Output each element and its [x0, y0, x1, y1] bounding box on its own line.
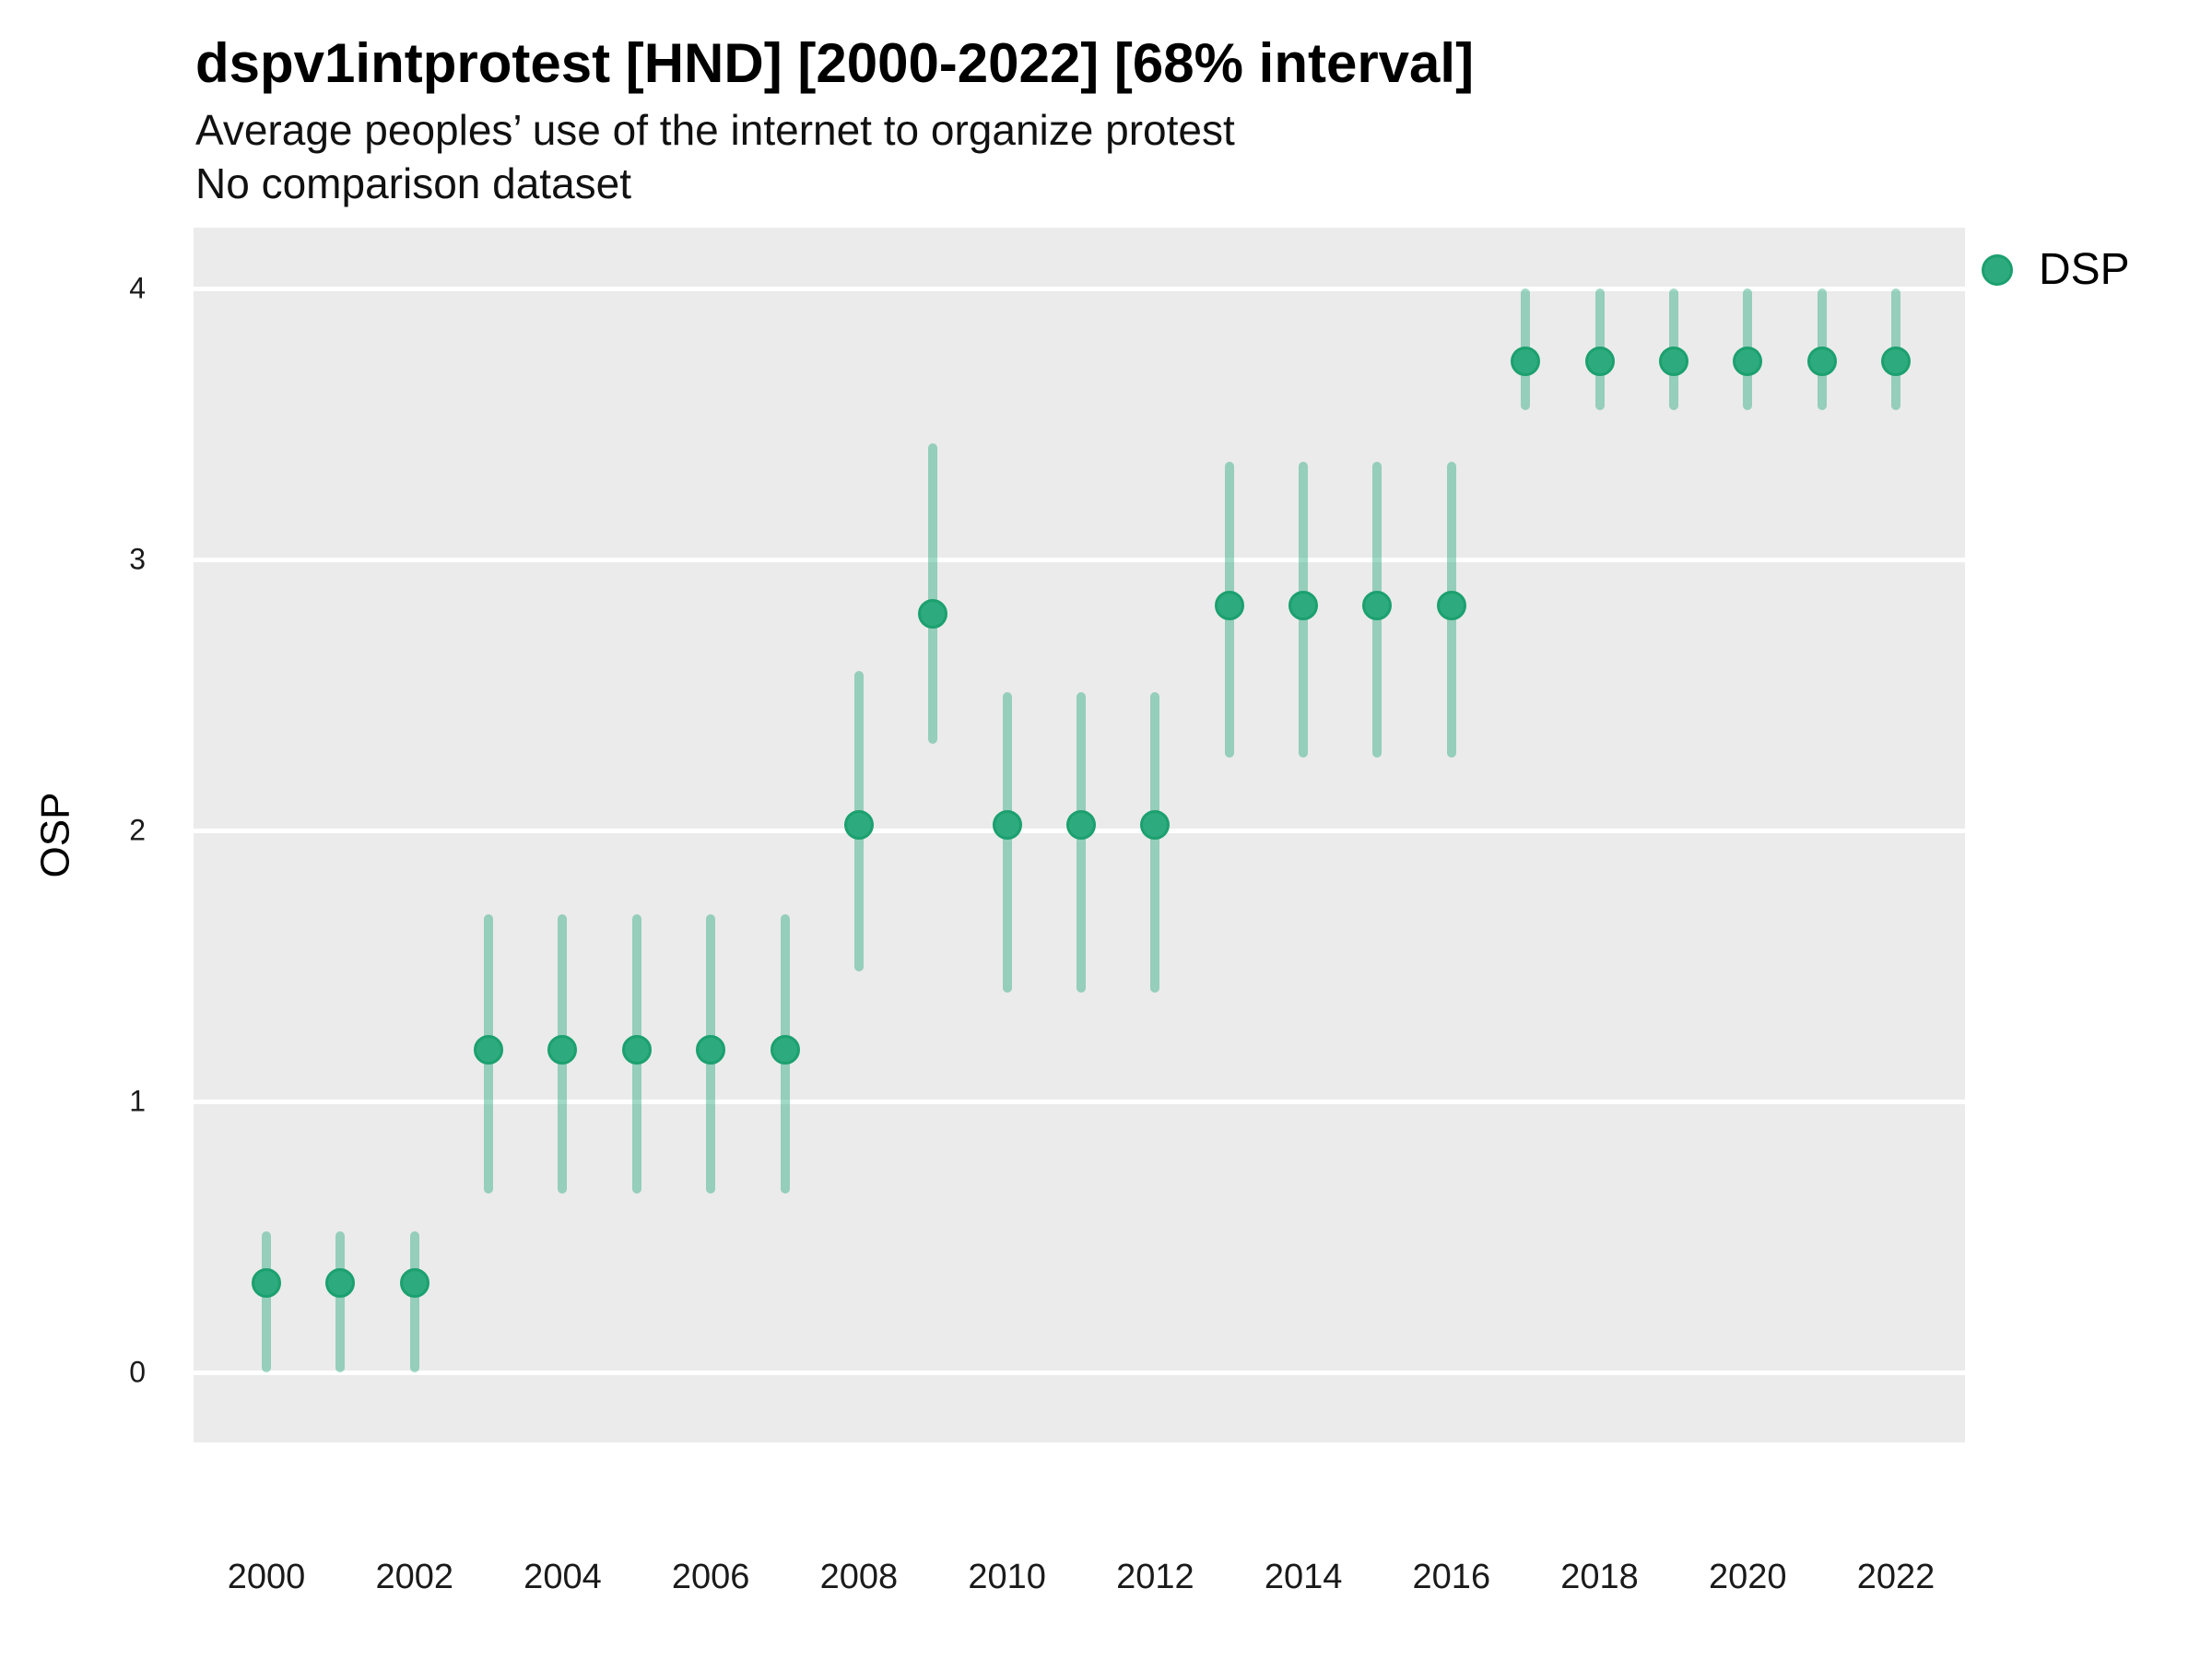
- data-point-2007: [770, 1035, 800, 1065]
- gridline-y-0: [194, 1370, 1965, 1375]
- gridline-y-3: [194, 557, 1965, 562]
- data-point-2001: [325, 1267, 356, 1298]
- y-tick-label-3: 3: [129, 542, 146, 576]
- data-point-2003: [474, 1035, 504, 1065]
- x-tick-label-2004: 2004: [524, 1558, 602, 1596]
- chart-note: No comparison dataset: [195, 159, 632, 207]
- x-tick-label-2008: 2008: [819, 1558, 899, 1596]
- x-tick-label-2016: 2016: [1412, 1558, 1491, 1596]
- legend-label: DSP: [2039, 245, 2130, 294]
- data-point-2009: [918, 598, 948, 629]
- chart-title: dspv1intprotest [HND] [2000-2022] [68% i…: [195, 32, 1475, 94]
- y-tick-label-4: 4: [129, 271, 146, 305]
- gridline-y-4: [194, 286, 1965, 291]
- plot-panel: [194, 228, 1965, 1442]
- data-point-2012: [1140, 810, 1171, 841]
- data-point-2013: [1214, 590, 1244, 620]
- interval-bar-2010: [1002, 692, 1012, 994]
- data-point-2010: [992, 810, 1022, 841]
- y-tick-label-1: 1: [129, 1084, 146, 1118]
- x-tick-label-2020: 2020: [1708, 1558, 1787, 1596]
- data-point-2014: [1288, 590, 1319, 620]
- interval-bar-2001: [335, 1231, 346, 1372]
- data-point-2016: [1436, 590, 1466, 620]
- y-tick-label-2: 2: [129, 813, 146, 847]
- interval-bar-2002: [409, 1231, 419, 1372]
- gridline-y-1: [194, 1099, 1965, 1104]
- y-tick-label-0: 0: [129, 1355, 146, 1389]
- data-point-2020: [1733, 347, 1763, 377]
- data-point-2005: [621, 1035, 652, 1065]
- interval-bar-2000: [262, 1231, 271, 1372]
- x-tick-label-2012: 2012: [1116, 1558, 1194, 1596]
- x-tick-label-2022: 2022: [1856, 1558, 1936, 1596]
- data-point-2006: [696, 1035, 726, 1065]
- interval-bar-2011: [1077, 692, 1086, 994]
- data-point-2017: [1511, 347, 1541, 377]
- data-point-2002: [399, 1267, 429, 1298]
- x-tick-label-2006: 2006: [671, 1558, 750, 1596]
- data-point-2022: [1881, 347, 1911, 377]
- x-tick-label-2018: 2018: [1560, 1558, 1639, 1596]
- data-point-2021: [1806, 347, 1837, 377]
- x-tick-label-2000: 2000: [227, 1558, 306, 1596]
- data-point-2018: [1584, 347, 1615, 377]
- x-tick-label-2014: 2014: [1264, 1558, 1343, 1596]
- x-tick-label-2010: 2010: [968, 1558, 1046, 1596]
- legend-point-swatch: [1982, 253, 2013, 286]
- data-point-2008: [843, 810, 874, 841]
- data-point-2015: [1362, 590, 1393, 620]
- interval-bar-2009: [928, 442, 938, 744]
- legend: DSP: [1982, 244, 2130, 295]
- x-tick-label-2002: 2002: [375, 1558, 453, 1596]
- interval-bar-2012: [1150, 692, 1160, 994]
- data-point-2000: [252, 1267, 281, 1298]
- data-point-2004: [547, 1035, 578, 1065]
- data-point-2019: [1658, 347, 1688, 377]
- chart-subtitle: Average peoples’ use of the internet to …: [195, 106, 1235, 154]
- data-point-2011: [1066, 810, 1096, 841]
